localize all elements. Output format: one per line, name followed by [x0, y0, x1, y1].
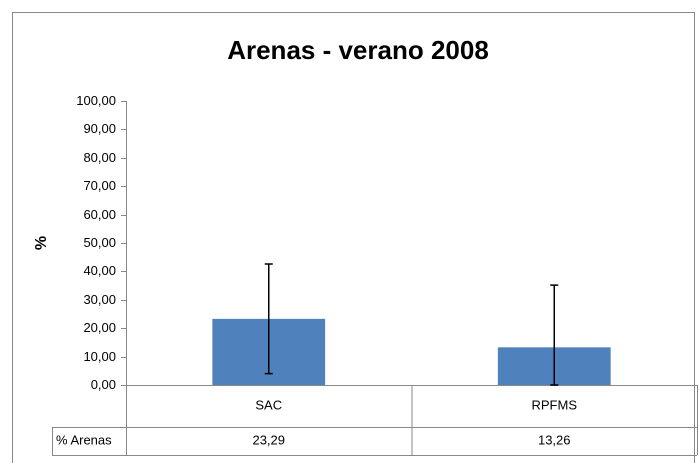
y-tick-label: 80,00 — [83, 150, 116, 165]
y-tick-label: 60,00 — [83, 207, 116, 222]
y-tick-label: 30,00 — [83, 292, 116, 307]
y-tick-label: 90,00 — [83, 121, 116, 136]
y-tick-label: 70,00 — [83, 178, 116, 193]
y-tick-label: 50,00 — [83, 235, 116, 250]
error-bar — [264, 263, 273, 375]
x-tick-label: SAC — [255, 397, 282, 412]
x-tick-label: RPFMS — [532, 397, 578, 412]
chart-title: Arenas - verano 2008 — [227, 35, 489, 65]
y-tick-label: 10,00 — [83, 349, 116, 364]
data-table-value: 13,26 — [538, 432, 571, 447]
y-tick-label: 0,00 — [91, 377, 116, 392]
error-bar — [550, 284, 559, 386]
data-table-value: 23,29 — [252, 432, 285, 447]
y-axis-label: % — [33, 236, 50, 250]
y-tick-label: 20,00 — [83, 320, 116, 335]
y-tick-label: 40,00 — [83, 263, 116, 278]
legend-label: % Arenas — [56, 432, 112, 447]
y-tick-label: 100,00 — [76, 93, 116, 108]
